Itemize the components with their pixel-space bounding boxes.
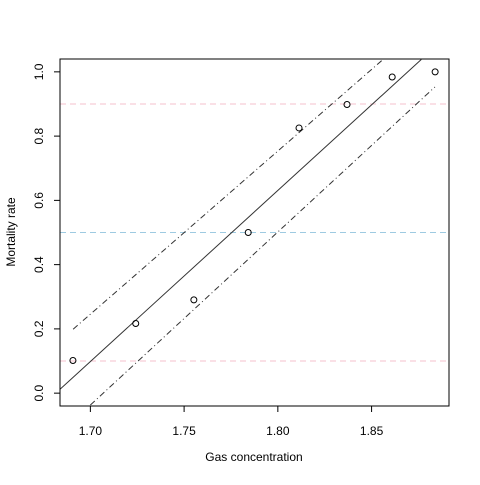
- x-tick-label: 1.75: [172, 424, 196, 438]
- x-axis-label: Gas concentration: [205, 450, 302, 464]
- data-point: [244, 229, 252, 236]
- confidence-line: [90, 86, 436, 406]
- y-tick-label: 0.8: [32, 127, 46, 144]
- data-point: [343, 101, 351, 109]
- y-tick-label: 0.4: [32, 256, 46, 273]
- data-point: [190, 296, 198, 304]
- data-point: [295, 124, 303, 132]
- data-point: [388, 73, 396, 81]
- y-tick-label: 1.0: [32, 63, 46, 80]
- confidence-line: [72, 59, 384, 330]
- y-axis-label: Mortality rate: [4, 197, 18, 267]
- x-tick-label: 1.70: [79, 424, 103, 438]
- data-point: [132, 320, 140, 328]
- plot-area: [60, 59, 449, 406]
- data-point: [431, 68, 439, 76]
- y-tick-label: 0.0: [32, 384, 46, 401]
- y-tick-label: 0.6: [32, 192, 46, 209]
- x-tick-label: 1.80: [266, 424, 290, 438]
- y-tick-label: 0.2: [32, 320, 46, 337]
- fit-line: [60, 59, 423, 390]
- data-point: [69, 356, 77, 364]
- x-tick-label: 1.85: [360, 424, 384, 438]
